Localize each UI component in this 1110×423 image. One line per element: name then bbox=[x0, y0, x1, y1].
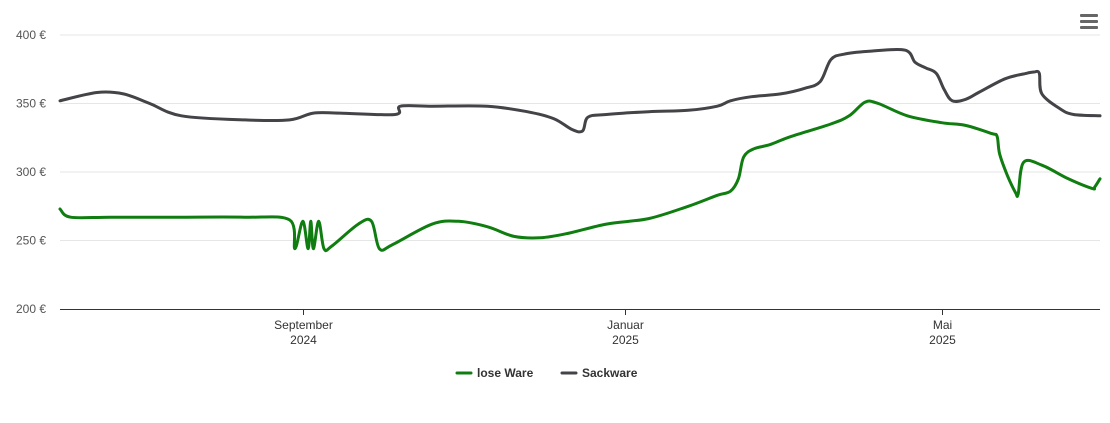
series-lines bbox=[58, 47, 1102, 253]
grid-lines bbox=[60, 34, 1100, 241]
legend-item[interactable]: lose Ware bbox=[455, 366, 534, 380]
y-axis: 200 € 250 € 300 € 350 € 400 € bbox=[16, 28, 46, 316]
x-tick-year: 2025 bbox=[929, 333, 956, 347]
legend-item[interactable]: Sackware bbox=[560, 366, 638, 380]
menu-bar bbox=[1080, 20, 1098, 23]
y-tick-label: 250 € bbox=[16, 234, 46, 248]
menu-bar bbox=[1080, 26, 1098, 29]
y-tick-label: 200 € bbox=[16, 302, 46, 316]
y-tick-label: 400 € bbox=[16, 28, 46, 42]
legend: lose Ware Sackware bbox=[455, 366, 638, 380]
legend-label: lose Ware bbox=[477, 366, 534, 380]
x-tick-label: Januar bbox=[607, 318, 644, 332]
x-tick-label: September bbox=[274, 318, 333, 332]
x-tick-label: Mai bbox=[933, 318, 952, 332]
y-tick-label: 300 € bbox=[16, 165, 46, 179]
series-line-sackware bbox=[58, 47, 1102, 134]
x-tick-year: 2025 bbox=[612, 333, 639, 347]
y-tick-label: 350 € bbox=[16, 97, 46, 111]
legend-label: Sackware bbox=[582, 366, 638, 380]
series-line-lose-ware bbox=[58, 99, 1102, 253]
hamburger-menu-icon[interactable] bbox=[1078, 12, 1100, 32]
x-tick-year: 2024 bbox=[290, 333, 317, 347]
menu-bar bbox=[1080, 14, 1098, 17]
